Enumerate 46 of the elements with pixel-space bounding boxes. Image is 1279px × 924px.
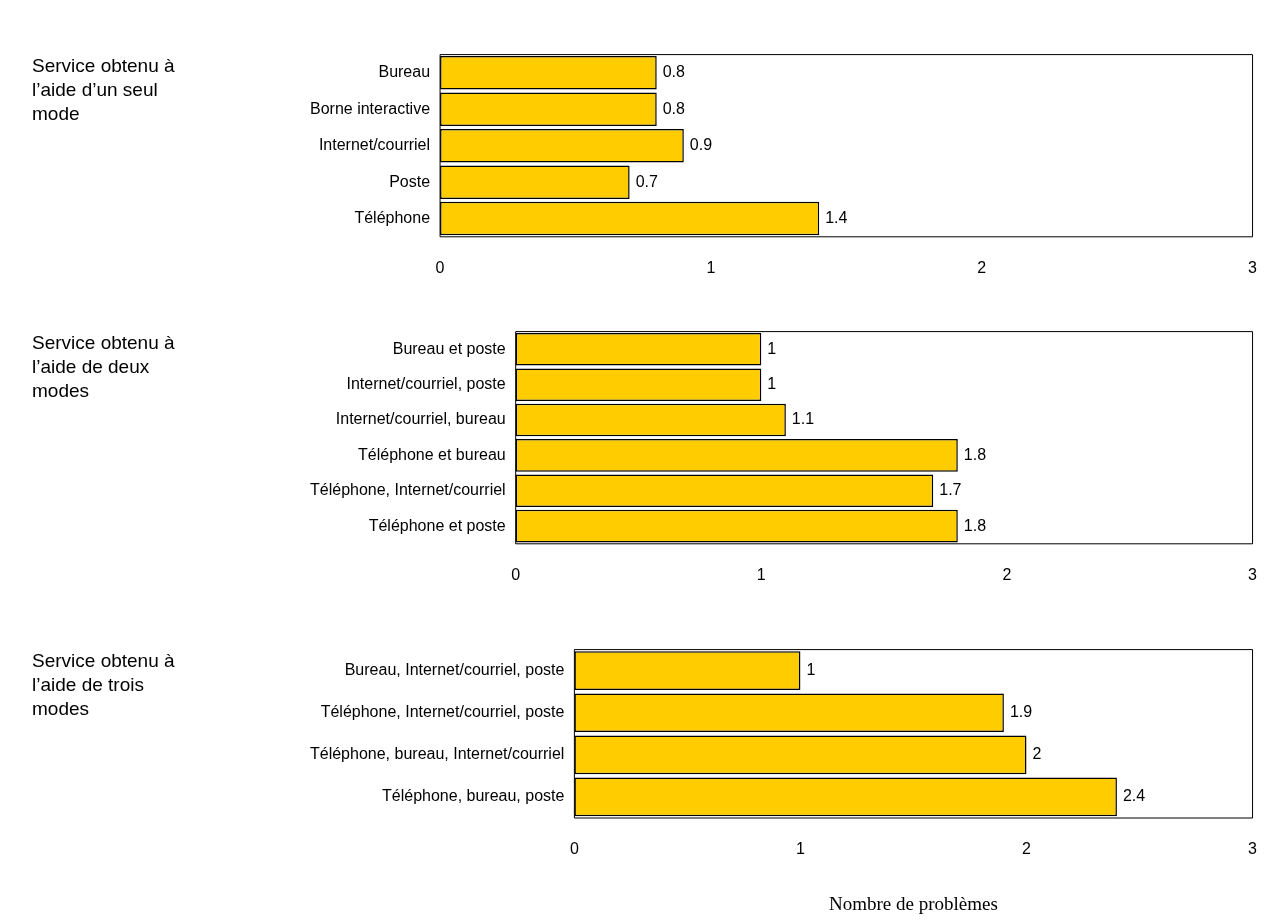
y-tick-label: Borne interactive <box>310 99 431 117</box>
data-label: 1.1 <box>791 410 815 428</box>
x-tick-label: 1 <box>756 565 766 583</box>
y-axis-title: Service obtenu à l’aide de trois modes <box>32 649 176 719</box>
y-tick-label: Poste <box>389 172 431 190</box>
x-tick-label: 0 <box>569 840 579 858</box>
x-tick-label: 3 <box>1248 565 1258 583</box>
data-label: 1.8 <box>963 516 987 534</box>
y-tick-label: Internet/courriel, poste <box>346 375 506 393</box>
y-tick-label: Téléphone, Internet/courriel <box>310 481 506 499</box>
data-label: 1.8 <box>963 445 987 463</box>
x-tick-label: 3 <box>1248 840 1258 858</box>
data-label: 0.8 <box>662 63 686 81</box>
data-label: 1 <box>806 661 816 679</box>
x-tick-label: 2 <box>1022 840 1032 858</box>
y-tick-label: Bureau <box>378 63 431 81</box>
data-label: 1.7 <box>939 481 962 499</box>
x-tick-label: 2 <box>1002 565 1012 583</box>
data-label: 1 <box>767 375 777 393</box>
y-tick-label: Internet/courriel <box>318 136 431 154</box>
y-tick-label: Téléphone, bureau, poste <box>382 787 565 805</box>
y-tick-label: Téléphone et poste <box>368 516 506 534</box>
data-label: 1.4 <box>825 208 848 226</box>
x-tick-label: 3 <box>1248 258 1258 276</box>
data-label: 0.7 <box>635 172 658 190</box>
x-tick-label: 2 <box>977 258 987 276</box>
x-axis-title: Nombre de problèmes <box>829 892 998 914</box>
y-tick-label: Bureau et poste <box>392 339 506 357</box>
data-label: 0.8 <box>662 99 686 117</box>
x-tick-label: 1 <box>795 840 805 858</box>
y-tick-label: Téléphone, Internet/courriel, poste <box>320 703 565 721</box>
y-tick-label: Bureau, Internet/courriel, poste <box>344 661 565 679</box>
data-label: 2 <box>1032 745 1042 763</box>
data-label: 0.9 <box>689 136 713 154</box>
x-tick-label: 0 <box>511 565 521 583</box>
y-tick-label: Téléphone et bureau <box>358 445 506 463</box>
y-tick-label: Internet/courriel, bureau <box>335 410 506 428</box>
x-tick-label: 1 <box>706 258 716 276</box>
y-axis-title: Service obtenu à l’aide d’un seul mode <box>32 54 176 124</box>
y-tick-label: Téléphone <box>354 208 431 226</box>
data-label: 1 <box>767 339 777 357</box>
y-tick-label: Téléphone, bureau, Internet/courriel <box>309 745 565 763</box>
y-axis-title: Service obtenu à l’aide de deux modes <box>32 331 176 401</box>
data-label: 1.9 <box>1009 703 1033 721</box>
x-tick-label: 0 <box>435 258 445 276</box>
data-label: 2.4 <box>1122 787 1146 805</box>
